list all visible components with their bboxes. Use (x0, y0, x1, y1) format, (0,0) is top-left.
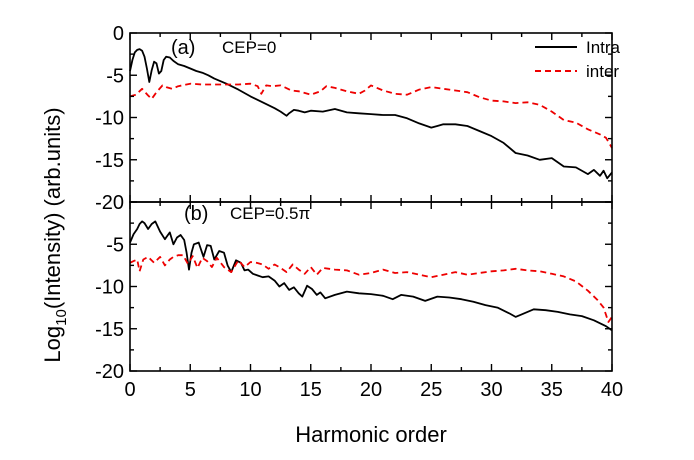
y-tick-label-a: -15 (95, 150, 124, 172)
x-tick-label: 5 (185, 379, 196, 401)
series-line-b-intra (129, 220, 613, 332)
legend-label-intra: Intra (586, 38, 621, 57)
y-tick-label-a: -20 (95, 192, 124, 214)
x-tick-label: 20 (360, 379, 382, 401)
y-tick-label-a: -10 (95, 108, 124, 130)
x-tick-label: 0 (124, 379, 135, 401)
x-tick-label: 10 (239, 379, 261, 401)
y-tick-label-b: -20 (95, 361, 124, 383)
panel-b-tag: (b) (184, 203, 208, 225)
x-tick-label: 15 (300, 379, 322, 401)
legend: Intra inter (535, 38, 621, 81)
y-axis-label-pre: Log (40, 326, 65, 363)
panel-b-annotation: CEP=0.5π (230, 204, 310, 223)
y-axis-label-post: (Intensity) (arb.units) (40, 107, 65, 309)
panel-a-tag: (a) (171, 37, 195, 59)
y-tick-label-b: -15 (95, 319, 124, 341)
x-axis-label: Harmonic order (295, 422, 447, 447)
x-tick-label: 40 (601, 379, 623, 401)
series-line-b-inter (129, 254, 613, 323)
panel-b: -5 -10 -15 -200 5 10 15 20 25 30 35 40 (95, 201, 623, 401)
y-tick-label-b: -10 (95, 277, 124, 299)
panel-a-annotation: CEP=0 (222, 38, 276, 57)
plot-frame-b (129, 201, 613, 372)
y-tick-label-a: -5 (106, 65, 124, 87)
x-tick-label: 30 (480, 379, 502, 401)
y-axis-label-sub: 10 (53, 309, 70, 326)
legend-label-inter: inter (586, 62, 619, 81)
x-tick-label: 35 (541, 379, 563, 401)
series-line-a-inter (129, 82, 613, 149)
y-tick-label-b: -5 (106, 234, 124, 256)
plot-frame-a (129, 32, 613, 203)
series-line-a-intra (129, 48, 613, 180)
x-tick-label: 25 (420, 379, 442, 401)
y-tick-label-a: 0 (113, 23, 124, 45)
y-axis-label: Log10(Intensity) (arb.units) (40, 107, 70, 362)
